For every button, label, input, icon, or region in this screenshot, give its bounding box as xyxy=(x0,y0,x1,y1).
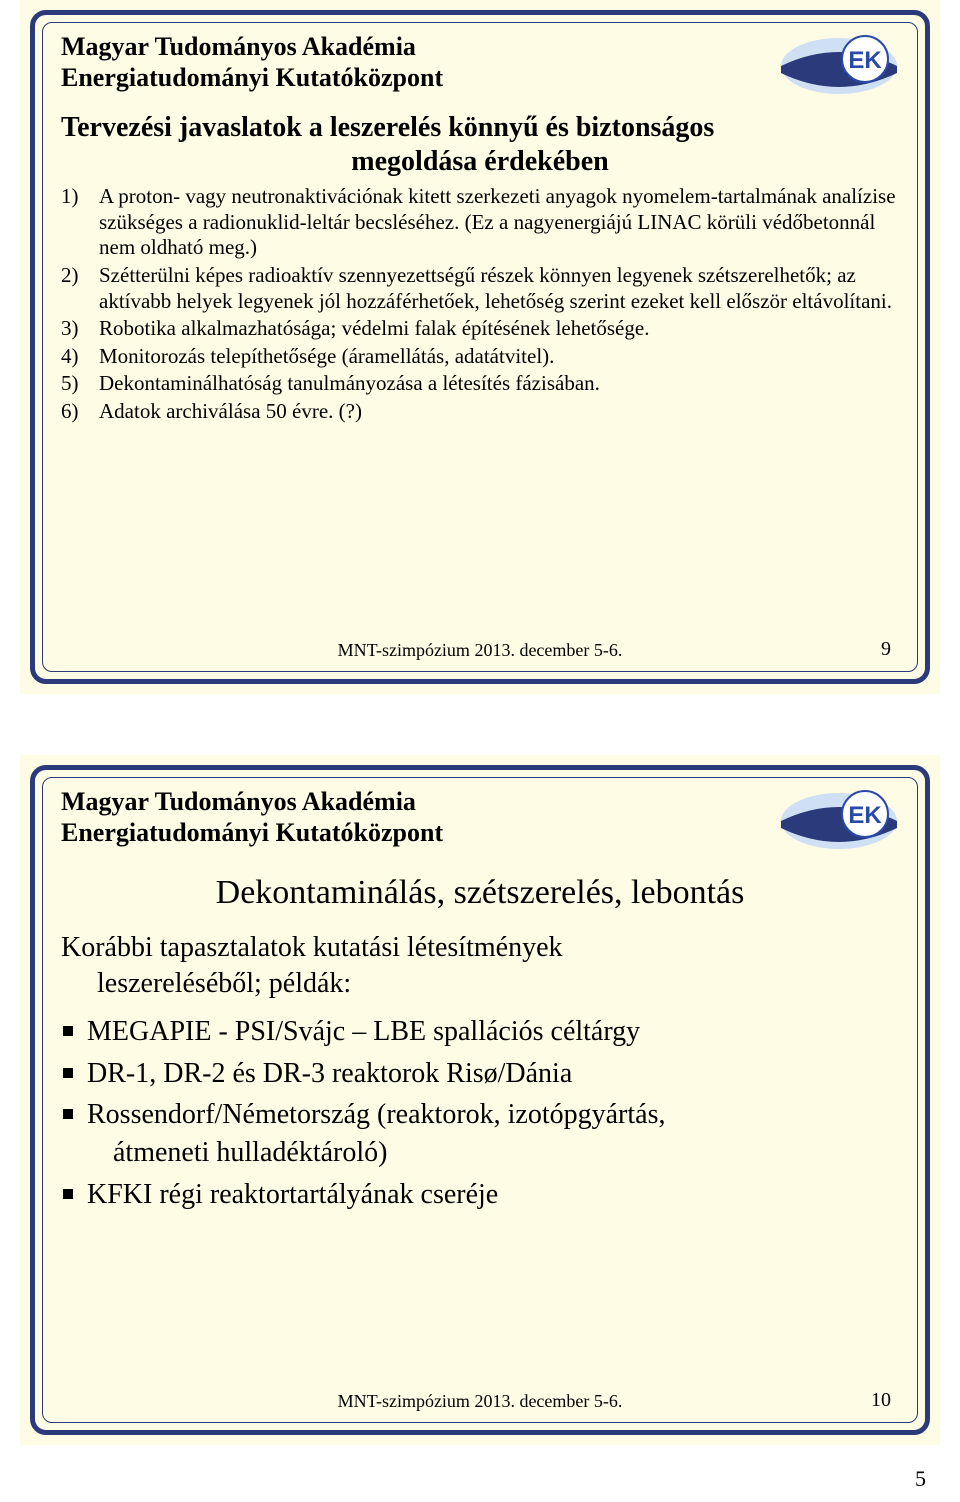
bullet-square-icon xyxy=(63,1026,73,1036)
org-line1: Magyar Tudományos Akadémia xyxy=(61,31,443,62)
slide10-title: Dekontaminálás, szétszerelés, lebontás xyxy=(61,874,899,912)
list-text: A proton- vagy neutronaktivációnak kitet… xyxy=(99,184,899,261)
org-line2: Energiatudományi Kutatóközpont xyxy=(61,62,443,93)
list-text: Adatok archiválása 50 évre. (?) xyxy=(99,399,899,425)
list-num: 5) xyxy=(61,371,99,397)
list-num: 4) xyxy=(61,344,99,370)
slide10-bullets: MEGAPIE - PSI/Svájc – LBE spallációs cél… xyxy=(61,1013,899,1214)
list-item: 3)Robotika alkalmazhatósága; védelmi fal… xyxy=(61,316,899,342)
slide10-footer: MNT-szimpózium 2013. december 5-6. xyxy=(43,1391,917,1412)
slide-10: Magyar Tudományos Akadémia Energiatudomá… xyxy=(20,755,940,1445)
ek-logo-icon: EK xyxy=(779,33,899,99)
list-text: Robotika alkalmazhatósága; védelmi falak… xyxy=(99,316,899,342)
bullet-text: DR-1, DR-2 és DR-3 reaktorok Risø/Dánia xyxy=(87,1055,899,1093)
slide-frame-inner: Magyar Tudományos Akadémia Energiatudomá… xyxy=(42,777,918,1423)
bullet-text-3a: Rossendorf/Németország (reaktorok, izotó… xyxy=(87,1099,665,1130)
slide10-pagenum: 10 xyxy=(871,1389,891,1412)
slide9-title-line1: Tervezési javaslatok a leszerelés könnyű… xyxy=(61,111,899,145)
list-num: 3) xyxy=(61,316,99,342)
list-text: Monitorozás telepíthetősége (áramellátás… xyxy=(99,344,899,370)
org-name: Magyar Tudományos Akadémia Energiatudomá… xyxy=(61,31,443,93)
list-num: 1) xyxy=(61,184,99,261)
bullet-item: DR-1, DR-2 és DR-3 reaktorok Risø/Dánia xyxy=(61,1055,899,1093)
list-item: 4)Monitorozás telepíthetősége (áramellát… xyxy=(61,344,899,370)
list-text: Dekontaminálhatóság tanulmányozása a lét… xyxy=(99,371,899,397)
bullet-item: MEGAPIE - PSI/Svájc – LBE spallációs cél… xyxy=(61,1013,899,1051)
org-name: Magyar Tudományos Akadémia Energiatudomá… xyxy=(61,786,443,848)
bullet-square-icon xyxy=(63,1109,73,1119)
bullet-square-icon xyxy=(63,1068,73,1078)
bullet-text: Rossendorf/Németország (reaktorok, izotó… xyxy=(87,1096,899,1172)
bullet-text: KFKI régi reaktortartályának cseréje xyxy=(87,1176,899,1214)
slide9-list: 1)A proton- vagy neutronaktivációnak kit… xyxy=(61,184,899,424)
slide-header: Magyar Tudományos Akadémia Energiatudomá… xyxy=(61,31,899,99)
bullet-text: MEGAPIE - PSI/Svájc – LBE spallációs cél… xyxy=(87,1013,899,1051)
logo-text: EK xyxy=(848,802,882,829)
list-item: 1)A proton- vagy neutronaktivációnak kit… xyxy=(61,184,899,261)
slide9-title: Tervezési javaslatok a leszerelés könnyű… xyxy=(61,111,899,178)
slide-frame-inner: Magyar Tudományos Akadémia Energiatudomá… xyxy=(42,22,918,672)
list-text: Szétterülni képes radioaktív szennyezett… xyxy=(99,263,899,314)
slide10-lead: Korábbi tapasztalatok kutatási létesítmé… xyxy=(61,930,899,1003)
org-line1: Magyar Tudományos Akadémia xyxy=(61,786,443,817)
ek-logo-icon: EK xyxy=(779,788,899,854)
document-page-number: 5 xyxy=(915,1466,926,1492)
slide-9: Magyar Tudományos Akadémia Energiatudomá… xyxy=(20,0,940,694)
slide-header: Magyar Tudományos Akadémia Energiatudomá… xyxy=(61,786,899,854)
list-num: 6) xyxy=(61,399,99,425)
list-item: 2)Szétterülni képes radioaktív szennyeze… xyxy=(61,263,899,314)
bullet-item: KFKI régi reaktortartályának cseréje xyxy=(61,1176,899,1214)
bullet-item: Rossendorf/Németország (reaktorok, izotó… xyxy=(61,1096,899,1172)
slide9-pagenum: 9 xyxy=(881,638,891,661)
bullet-text-3b: átmeneti hulladéktároló) xyxy=(113,1137,387,1168)
logo-text: EK xyxy=(848,47,882,74)
list-item: 6)Adatok archiválása 50 évre. (?) xyxy=(61,399,899,425)
list-num: 2) xyxy=(61,263,99,314)
list-item: 5)Dekontaminálhatóság tanulmányozása a l… xyxy=(61,371,899,397)
lead-line1: Korábbi tapasztalatok kutatási létesítmé… xyxy=(61,930,899,966)
bullet-square-icon xyxy=(63,1189,73,1199)
lead-line2: leszereléséből; példák: xyxy=(97,966,899,1002)
slide9-footer: MNT-szimpózium 2013. december 5-6. xyxy=(43,640,917,661)
org-line2: Energiatudományi Kutatóközpont xyxy=(61,817,443,848)
slide9-title-line2: megoldása érdekében xyxy=(61,145,899,179)
